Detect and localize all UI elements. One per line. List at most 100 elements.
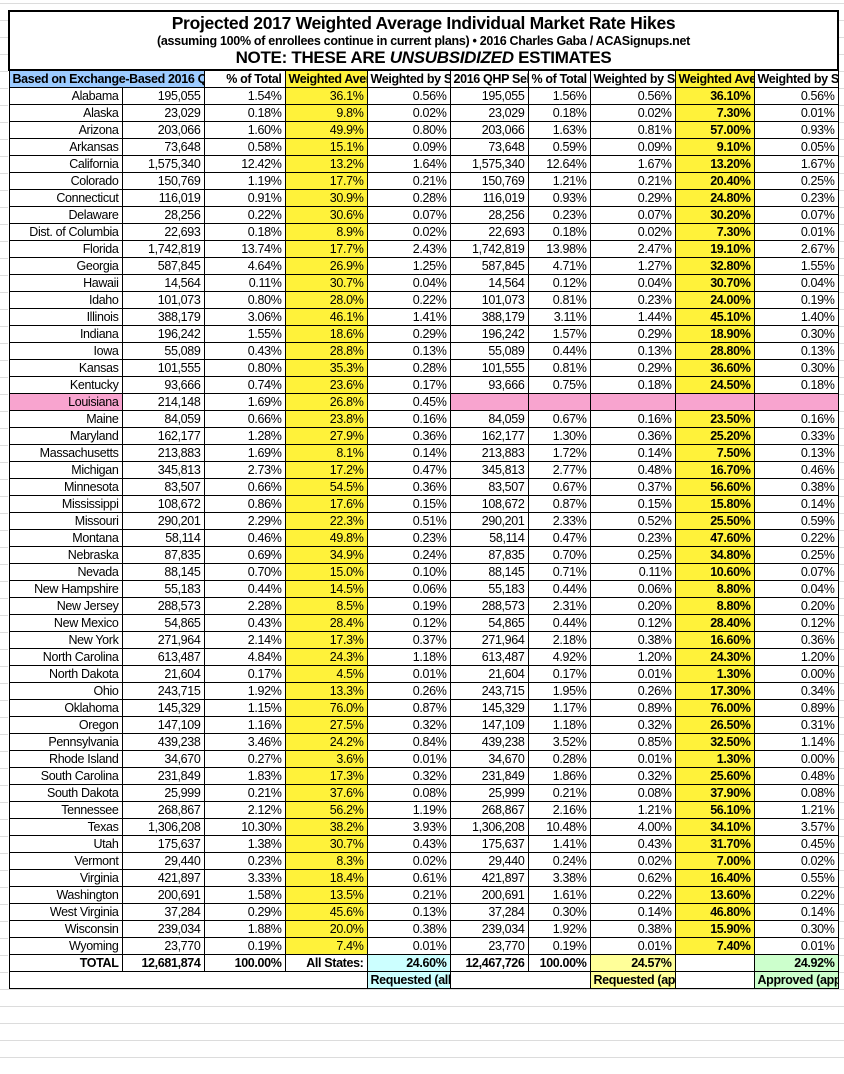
footnote-spacer: [449, 971, 591, 989]
weighted-avg-requested: 8.1%: [284, 444, 368, 462]
state-name: Nevada: [8, 563, 123, 581]
weighted-by-state-requested: 2.43%: [366, 240, 451, 258]
weighted-avg-requested: 13.5%: [284, 886, 368, 904]
weighted-avg-approved: 36.60%: [674, 359, 755, 377]
weighted-by-state-requested: 0.19%: [366, 597, 451, 615]
pct-total: 0.69%: [203, 546, 286, 564]
weighted-by-state-requested: 0.01%: [366, 750, 451, 768]
weighted-avg-requested: 17.7%: [284, 172, 368, 190]
state-name: Colorado: [8, 172, 123, 190]
weighted-avg-approved: 16.60%: [674, 631, 755, 649]
table-row: Vermont 29,440 0.23% 8.3% 0.02% 29,440 0.24% 0.…: [8, 852, 839, 870]
qhp-2016: 23,029: [449, 104, 529, 122]
weighted-avg-approved: 7.40%: [674, 937, 755, 955]
table-row: Maine 84,059 0.66% 23.8% 0.16% 84,059 0.67% 0.1…: [8, 410, 839, 428]
qhp-2016: 116,019: [449, 189, 529, 207]
weighted-by-state-approved: 0.22%: [753, 886, 839, 904]
enrollment: 34,670: [121, 750, 205, 768]
pct-total-2016: 2.18%: [527, 631, 591, 649]
table-row: Arizona 203,066 1.60% 49.9% 0.80% 203,066 1.63…: [8, 121, 839, 139]
pct-total-2016: 4.92%: [527, 648, 591, 666]
weighted-avg-approved: 56.10%: [674, 801, 755, 819]
weighted-by-state-requested: 1.64%: [366, 155, 451, 173]
weighted-by-state-requested: 0.09%: [366, 138, 451, 156]
enrollment: 84,059: [121, 410, 205, 428]
pct-total: 0.58%: [203, 138, 286, 156]
table-row: Delaware 28,256 0.22% 30.6% 0.07% 28,256 0.23%…: [8, 206, 839, 224]
weighted-avg-requested: 18.6%: [284, 325, 368, 343]
header-weighted-by-state-requested: Weighted by State (requested): [366, 69, 451, 88]
enrollment: 1,575,340: [121, 155, 205, 173]
weighted-avg-approved: 7.30%: [674, 223, 755, 241]
state-name: North Carolina: [8, 648, 123, 666]
enrollment: 203,066: [121, 121, 205, 139]
state-name: Rhode Island: [8, 750, 123, 768]
table-row: Connecticut 116,019 0.91% 30.9% 0.28% 116,019…: [8, 189, 839, 207]
enrollment: 55,183: [121, 580, 205, 598]
table-row: North Carolina 613,487 4.84% 24.3% 1.18% 613,…: [8, 648, 839, 666]
enrollment: 587,845: [121, 257, 205, 275]
table-row: Ohio 243,715 1.92% 13.3% 0.26% 243,715 1.95% 0.…: [8, 682, 839, 700]
weighted-avg-approved: 24.80%: [674, 189, 755, 207]
qhp-2016: 290,201: [449, 512, 529, 530]
pct-total: 0.22%: [203, 206, 286, 224]
pct-total-2016: 0.47%: [527, 529, 591, 547]
weighted-avg-requested: 17.3%: [284, 631, 368, 649]
total-requested-all: 24.60%: [366, 954, 451, 972]
table-row: Alaska 23,029 0.18% 9.8% 0.02% 23,029 0.18% 0.0…: [8, 104, 839, 122]
table-row: South Dakota 25,999 0.21% 37.6% 0.08% 25,999 0…: [8, 784, 839, 802]
weighted-avg-requested: 38.2%: [284, 818, 368, 836]
weighted-avg-approved: 1.30%: [674, 750, 755, 768]
pct-total-2016: 0.19%: [527, 937, 591, 955]
weighted-avg-requested: 23.8%: [284, 410, 368, 428]
weighted-avg-requested: 35.3%: [284, 359, 368, 377]
header-2016-qhp: 2016 QHP Selections: [449, 69, 529, 88]
pct-total-2016: 1.21%: [527, 172, 591, 190]
enrollment: 101,073: [121, 291, 205, 309]
weighted-by-state-requested: 0.61%: [366, 869, 451, 887]
weighted-by-state-requested: 0.56%: [366, 87, 451, 105]
weighted-by-state-requested: 0.21%: [366, 172, 451, 190]
qhp-2016: 22,693: [449, 223, 529, 241]
total-row: TOTAL 12,681,874 100.00% All States: 24.…: [8, 954, 839, 972]
enrollment: 613,487: [121, 648, 205, 666]
qhp-2016: 29,440: [449, 852, 529, 870]
state-name: Mississippi: [8, 495, 123, 513]
weighted-avg-requested: 4.5%: [284, 665, 368, 683]
weighted-by-state-requested: 0.22%: [366, 291, 451, 309]
weighted-avg-approved: 13.60%: [674, 886, 755, 904]
weighted-by-state-requested-2: 0.08%: [589, 784, 676, 802]
weighted-avg-approved: 34.80%: [674, 546, 755, 564]
table-row: Dist. of Columbia 22,693 0.18% 8.9% 0.02% 22,…: [8, 223, 839, 241]
footnote-requested-all: Requested (all 50 states): [366, 971, 451, 989]
weighted-by-state-approved: 0.30%: [753, 920, 839, 938]
qhp-2016: 83,507: [449, 478, 529, 496]
weighted-by-state-requested-2: 0.01%: [589, 665, 676, 683]
weighted-by-state-requested-2: 0.43%: [589, 835, 676, 853]
pct-total: 3.33%: [203, 869, 286, 887]
weighted-by-state-approved: 0.45%: [753, 835, 839, 853]
table-row: Massachusetts 213,883 1.69% 8.1% 0.14% 213,88…: [8, 444, 839, 462]
weighted-by-state-requested: 0.51%: [366, 512, 451, 530]
weighted-avg-requested: 17.6%: [284, 495, 368, 513]
pct-total: 2.12%: [203, 801, 286, 819]
state-name: South Dakota: [8, 784, 123, 802]
header-row: Based on Exchange-Based 2016 QHP Selecti…: [8, 69, 839, 88]
pct-total-2016: 0.81%: [527, 359, 591, 377]
state-name: Dist. of Columbia: [8, 223, 123, 241]
state-name: Missouri: [8, 512, 123, 530]
pct-total-2016: 0.44%: [527, 614, 591, 632]
enrollment: 28,256: [121, 206, 205, 224]
enrollment: 21,604: [121, 665, 205, 683]
weighted-by-state-approved: 0.04%: [753, 274, 839, 292]
weighted-avg-approved: 34.10%: [674, 818, 755, 836]
weighted-avg-requested: 17.2%: [284, 461, 368, 479]
state-name: Iowa: [8, 342, 123, 360]
weighted-by-state-approved: 0.36%: [753, 631, 839, 649]
pct-total-2016: 0.18%: [527, 223, 591, 241]
weighted-by-state-approved: 0.01%: [753, 223, 839, 241]
weighted-avg-approved: 10.60%: [674, 563, 755, 581]
pct-total: 2.28%: [203, 597, 286, 615]
weighted-by-state-requested: 0.21%: [366, 886, 451, 904]
weighted-by-state-requested: 0.32%: [366, 767, 451, 785]
